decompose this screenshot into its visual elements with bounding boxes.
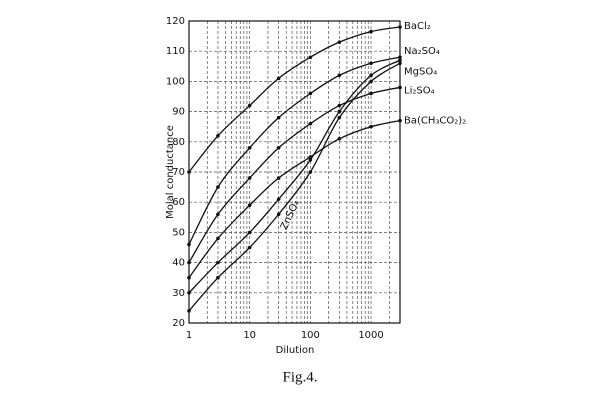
data-point xyxy=(337,136,342,141)
data-point xyxy=(216,185,220,189)
data-point xyxy=(187,291,191,295)
series-label: Ba(CH₃CO₂)₂ xyxy=(404,116,466,127)
data-point xyxy=(247,203,252,208)
series-line xyxy=(188,26,401,173)
y-tick-label: 70 xyxy=(172,167,185,178)
data-point xyxy=(398,61,402,66)
x-tick-label: 1000 xyxy=(358,330,383,341)
data-point xyxy=(369,61,373,66)
y-tick-label: 80 xyxy=(172,137,185,148)
data-point xyxy=(216,133,220,138)
y-axis-label: Molal conductance xyxy=(165,125,176,219)
data-point xyxy=(276,146,281,150)
y-tick-label: 90 xyxy=(172,107,185,118)
data-point xyxy=(276,176,281,180)
series-label: Na₂SO₄ xyxy=(404,46,440,57)
series-label: ZnSO₄ xyxy=(279,199,302,232)
data-point xyxy=(337,115,342,120)
x-axis-label: Dilution xyxy=(276,345,315,356)
data-point xyxy=(276,197,281,201)
data-point xyxy=(187,242,191,247)
data-point xyxy=(187,309,191,313)
data-point xyxy=(247,230,252,235)
data-point xyxy=(398,85,402,90)
data-point xyxy=(398,118,402,123)
data-point xyxy=(308,155,313,159)
data-point xyxy=(398,25,402,29)
y-tick-label: 100 xyxy=(166,76,185,87)
data-point xyxy=(337,40,342,44)
data-point xyxy=(216,236,220,241)
data-point xyxy=(308,158,313,162)
series-line xyxy=(188,62,401,312)
y-tick-label: 40 xyxy=(172,258,185,269)
y-tick-label: 20 xyxy=(172,318,185,329)
data-point xyxy=(187,275,191,280)
data-point xyxy=(369,91,373,96)
data-point xyxy=(216,275,220,280)
data-point xyxy=(187,260,191,265)
series-label: BaCl₂ xyxy=(404,21,431,32)
series-label: MgSO₄ xyxy=(404,66,437,77)
data-point xyxy=(337,109,342,114)
x-tick-label: 100 xyxy=(301,330,320,341)
y-tick-label: 120 xyxy=(166,16,185,27)
data-point xyxy=(369,79,373,84)
series-line xyxy=(188,86,401,263)
data-point xyxy=(216,260,220,265)
data-point xyxy=(337,73,342,78)
data-point xyxy=(247,103,252,108)
data-point xyxy=(398,55,402,60)
x-tick-label: 1 xyxy=(186,330,192,341)
data-point xyxy=(337,103,342,108)
data-point xyxy=(308,170,313,174)
y-tick-label: 50 xyxy=(172,227,185,238)
data-point xyxy=(247,245,252,250)
data-point xyxy=(187,170,191,174)
data-point xyxy=(369,124,373,129)
data-point xyxy=(247,176,252,180)
data-point xyxy=(369,73,373,78)
y-tick-label: 60 xyxy=(172,197,185,208)
caption: Fig.4. xyxy=(282,369,317,385)
data-point xyxy=(308,121,313,126)
y-tick-label: 30 xyxy=(172,288,185,299)
data-point xyxy=(276,76,281,81)
series-label: Li₂SO₄ xyxy=(404,85,435,96)
data-point xyxy=(276,115,281,120)
data-point xyxy=(276,212,281,217)
data-point xyxy=(216,212,220,217)
y-tick-label: 110 xyxy=(166,46,185,57)
x-tick-label: 10 xyxy=(243,330,256,341)
data-point xyxy=(308,91,313,96)
data-point xyxy=(247,146,252,150)
series-line xyxy=(188,59,401,294)
data-point xyxy=(398,58,402,63)
series-line xyxy=(188,120,401,279)
data-point xyxy=(308,55,313,60)
data-point xyxy=(369,29,373,34)
